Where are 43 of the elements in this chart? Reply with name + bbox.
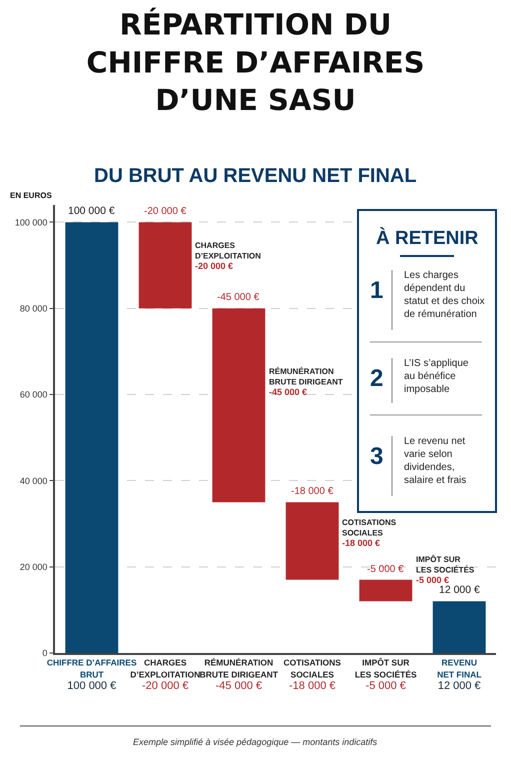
y-tick-label: 0 [42, 648, 48, 658]
bar [432, 601, 486, 653]
text: -45 000 € [217, 292, 260, 303]
y-tick-label: 60 000 [20, 390, 48, 400]
bar [286, 502, 339, 580]
data-label: -5 000 € [366, 680, 406, 692]
annotation: Le revenu net varie selon dividendes, salaire et frais [404, 436, 466, 486]
annotation: 2 [370, 365, 384, 392]
chart-subtitle: DU BRUT AU REVENU NET FINAL [94, 165, 417, 187]
x-tick-label: REVENU NET FINAL [437, 658, 482, 680]
bar [138, 222, 192, 308]
bar [212, 308, 266, 502]
bar [359, 580, 412, 602]
y-tick-label: 20 000 [20, 562, 48, 572]
x-tick-label: COTISATIONS SOCIALES [284, 658, 342, 680]
annotation: Les charges dépendent du statut et des choix de rémunération [404, 270, 485, 320]
annotation: COTISATIONS SOCIALES -18 000 € [342, 518, 397, 548]
annotation: À RETENIR [376, 227, 479, 249]
y-tick-label: 40 000 [20, 476, 48, 486]
x-tick-label: IMPÔT SUR LES SOCIÉTÉS [354, 658, 418, 680]
bar [65, 222, 118, 653]
text: Exemple simplifié à visée pédagogique — montants indicatifs [133, 737, 378, 747]
text: -20 000 € [144, 206, 186, 217]
text: 12 000 € [439, 584, 480, 596]
y-tick-label: 80 000 [20, 304, 48, 314]
annotation: CHARGES D’EXPLOITATION -20 000 € [195, 241, 262, 271]
annotation: 3 [370, 443, 384, 470]
text: -5 000 € [367, 564, 404, 575]
text: 100 000 € [68, 205, 115, 217]
data-label: -18 000 € [289, 680, 336, 692]
annotation: 1 [370, 277, 384, 304]
text: -18 000 € [291, 486, 334, 497]
x-tick-label: RÉMUNÉRATION BRUTE DIRIGEANT [200, 658, 279, 680]
y-axis-title: EN EUROS [10, 191, 52, 200]
data-label: -20 000 € [142, 680, 188, 692]
annotation: RÉMUNÉRATION BRUTE DIRIGEANT -45 000 € [269, 366, 343, 397]
chart-title: RÉPARTITION DU CHIFFRE D’AFFAIRES D’UNE SASU [86, 8, 425, 117]
annotation: IMPÔT SUR LES SOCIÉTÉS -5 000 € [416, 554, 475, 585]
y-tick-label: 100 000 [14, 217, 48, 228]
data-label: 12 000 € [438, 680, 481, 692]
data-label: -45 000 € [216, 680, 262, 692]
data-label: 100 000 € [67, 680, 116, 692]
annotation: L’IS s’applique au bénéfice imposable [404, 358, 469, 395]
